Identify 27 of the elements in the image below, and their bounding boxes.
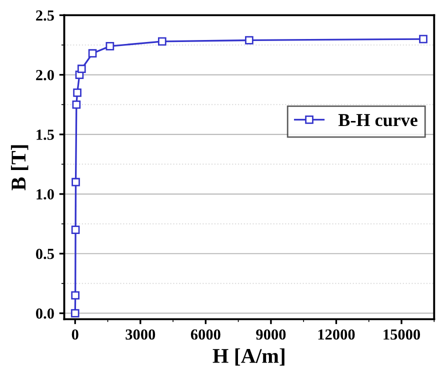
y-tick-label: 0.0 <box>36 308 54 319</box>
x-tick-label: 6000 <box>190 329 220 340</box>
y-axis-title: B [T] <box>10 145 28 190</box>
point <box>77 64 86 74</box>
legend-label: B-H curve <box>338 114 418 126</box>
point <box>73 88 82 97</box>
point <box>72 100 81 109</box>
y-tick-label: 1.5 <box>36 130 54 140</box>
point <box>88 49 97 58</box>
y-tick-label: 2.0 <box>36 70 54 80</box>
x-tick-label: 0 <box>72 329 78 340</box>
point <box>245 36 254 44</box>
point <box>72 178 80 186</box>
point <box>158 37 166 46</box>
point <box>419 34 428 44</box>
y-tick-label: 2.5 <box>36 10 54 21</box>
y-tick-label: 0.5 <box>36 248 54 260</box>
point <box>70 309 80 318</box>
x-tick-label: 9000 <box>256 329 286 340</box>
point <box>71 291 80 300</box>
point <box>71 226 80 234</box>
x-tick-label: 12000 <box>318 329 355 340</box>
x-axis-title: H [A/m] <box>212 348 284 366</box>
y-tick-label: 1.0 <box>36 189 54 200</box>
x-tick-label: 3000 <box>126 329 156 340</box>
x-tick-label: 15000 <box>384 329 420 340</box>
point <box>106 42 114 50</box>
